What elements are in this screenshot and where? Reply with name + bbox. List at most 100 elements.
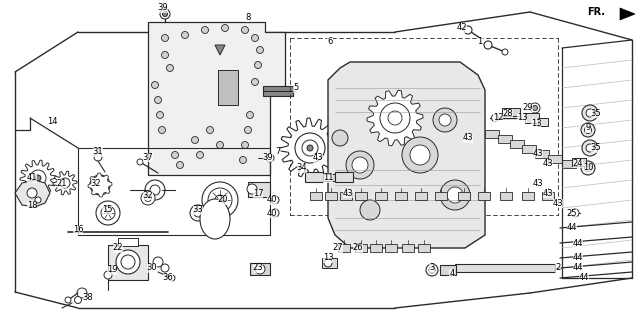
Bar: [305, 172, 323, 182]
Bar: [335, 172, 353, 182]
Circle shape: [307, 145, 313, 151]
Circle shape: [95, 180, 105, 190]
Text: 44: 44: [573, 239, 583, 247]
Circle shape: [196, 151, 204, 159]
Bar: [325, 192, 337, 200]
Circle shape: [429, 267, 435, 273]
Circle shape: [380, 103, 410, 133]
Text: 43: 43: [543, 188, 554, 198]
Text: 44: 44: [567, 224, 577, 232]
Circle shape: [241, 142, 248, 149]
Circle shape: [27, 188, 37, 198]
Text: 29: 29: [523, 104, 533, 112]
Circle shape: [190, 205, 206, 221]
Circle shape: [194, 209, 202, 217]
Text: FR.: FR.: [587, 7, 605, 17]
Circle shape: [532, 106, 538, 111]
Text: 44: 44: [573, 263, 583, 273]
Circle shape: [582, 105, 598, 121]
Bar: [500, 192, 512, 200]
Text: 39: 39: [262, 153, 273, 161]
Text: 14: 14: [47, 117, 57, 127]
Text: 6: 6: [327, 37, 333, 46]
Text: 28: 28: [502, 109, 513, 117]
Text: 43: 43: [342, 188, 353, 198]
Circle shape: [96, 201, 120, 225]
Text: 35: 35: [591, 143, 602, 153]
Circle shape: [571, 209, 579, 217]
Polygon shape: [620, 8, 635, 20]
Circle shape: [121, 255, 135, 269]
Circle shape: [332, 130, 348, 146]
Bar: [485, 130, 499, 138]
Circle shape: [202, 26, 209, 34]
Circle shape: [150, 185, 160, 195]
Circle shape: [177, 161, 184, 169]
Text: 41: 41: [27, 174, 37, 182]
Circle shape: [586, 109, 594, 117]
Circle shape: [302, 140, 318, 156]
Circle shape: [246, 111, 253, 118]
Circle shape: [447, 187, 463, 203]
Bar: [248, 182, 270, 197]
Circle shape: [582, 140, 598, 156]
Circle shape: [153, 257, 163, 267]
Text: 9: 9: [586, 123, 591, 133]
Polygon shape: [215, 45, 225, 55]
Polygon shape: [15, 180, 50, 207]
Text: 8: 8: [245, 13, 251, 21]
Text: 11: 11: [323, 174, 333, 182]
Circle shape: [502, 49, 508, 55]
Circle shape: [35, 197, 41, 203]
Circle shape: [207, 127, 214, 133]
Text: 33: 33: [193, 205, 204, 214]
Circle shape: [252, 35, 259, 41]
Text: 17: 17: [253, 188, 263, 198]
Circle shape: [161, 35, 168, 41]
Text: 32: 32: [91, 178, 101, 187]
Text: 44: 44: [573, 253, 583, 263]
Circle shape: [157, 111, 163, 118]
Text: 44: 44: [579, 273, 589, 283]
Text: 13: 13: [531, 118, 541, 127]
Text: 37: 37: [143, 153, 154, 161]
Text: 43: 43: [463, 133, 474, 143]
Bar: [440, 265, 456, 275]
Bar: [218, 70, 238, 105]
Text: 18: 18: [27, 201, 37, 209]
Circle shape: [581, 161, 595, 175]
Text: 5: 5: [293, 84, 299, 93]
Circle shape: [94, 153, 102, 161]
Circle shape: [159, 127, 166, 133]
Bar: [418, 244, 430, 252]
Circle shape: [586, 144, 594, 152]
Text: 22: 22: [113, 243, 124, 252]
Circle shape: [255, 264, 265, 274]
Circle shape: [172, 151, 179, 159]
Bar: [250, 263, 270, 275]
Bar: [498, 135, 512, 143]
Bar: [310, 192, 322, 200]
Circle shape: [402, 137, 438, 173]
Circle shape: [352, 157, 368, 173]
Circle shape: [145, 194, 152, 202]
Circle shape: [484, 41, 492, 49]
Circle shape: [247, 184, 257, 194]
Circle shape: [271, 209, 279, 217]
Circle shape: [60, 178, 70, 188]
Circle shape: [241, 26, 248, 34]
Polygon shape: [148, 22, 285, 175]
Bar: [108, 245, 148, 280]
Text: 30: 30: [147, 263, 157, 273]
Bar: [542, 192, 554, 200]
Circle shape: [90, 175, 110, 195]
Text: 3: 3: [429, 263, 435, 273]
Circle shape: [141, 191, 155, 205]
Bar: [415, 192, 427, 200]
Text: 24: 24: [573, 159, 583, 167]
Text: 32: 32: [143, 191, 154, 199]
Polygon shape: [367, 90, 423, 146]
Circle shape: [464, 26, 472, 34]
Circle shape: [439, 114, 451, 126]
Circle shape: [35, 175, 41, 181]
